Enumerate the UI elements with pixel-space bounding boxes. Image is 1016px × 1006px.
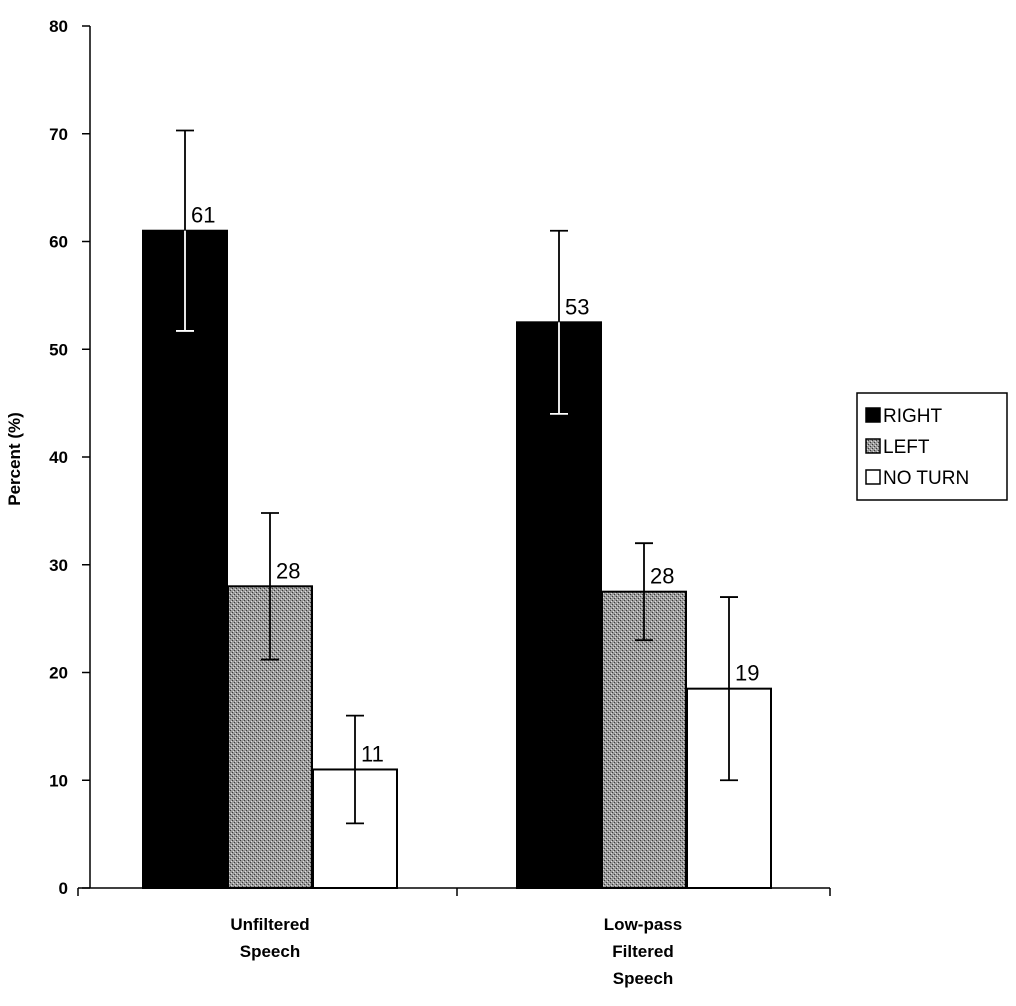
data-label: 61 [191,203,215,228]
y-tick-label: 10 [49,771,68,790]
data-labels: 61 53 28 28 11 19 [191,203,759,767]
y-tick-label: 60 [49,233,68,252]
data-label: 11 [361,741,384,766]
y-tick-label: 70 [49,125,68,144]
x-category-label: Speech [613,969,673,988]
legend: RIGHT LEFT NO TURN [856,392,1008,501]
legend-swatch-left [865,438,881,454]
legend-swatch-no-turn [865,469,881,485]
x-category-label: Unfiltered [230,915,309,934]
y-tick-label: 20 [49,664,68,683]
x-category-label: Low-pass [604,915,682,934]
bar-right-1 [142,229,228,890]
error-bars [176,129,738,825]
axes: 0 10 20 30 40 50 60 70 80 Percent (%) Unfiltered Sp… [5,17,831,988]
data-label: 19 [735,661,759,686]
x-category-label: Filtered [612,942,673,961]
legend-swatch-right [865,407,881,423]
y-tick-label: 80 [49,17,68,36]
y-tick-label: 0 [59,879,68,898]
x-category-label: Speech [240,942,300,961]
legend-label: RIGHT [883,406,943,427]
data-label: 28 [650,564,674,589]
bars [142,229,772,890]
data-label: 53 [565,294,589,319]
y-tick-label: 40 [49,448,68,467]
legend-label: NO TURN [883,468,969,489]
legend-box [856,392,1008,501]
legend-label: LEFT [883,437,930,458]
y-tick-label: 30 [49,556,68,575]
y-tick-label: 50 [49,340,68,359]
data-label: 28 [276,558,300,583]
y-axis-title: Percent (%) [5,412,24,506]
